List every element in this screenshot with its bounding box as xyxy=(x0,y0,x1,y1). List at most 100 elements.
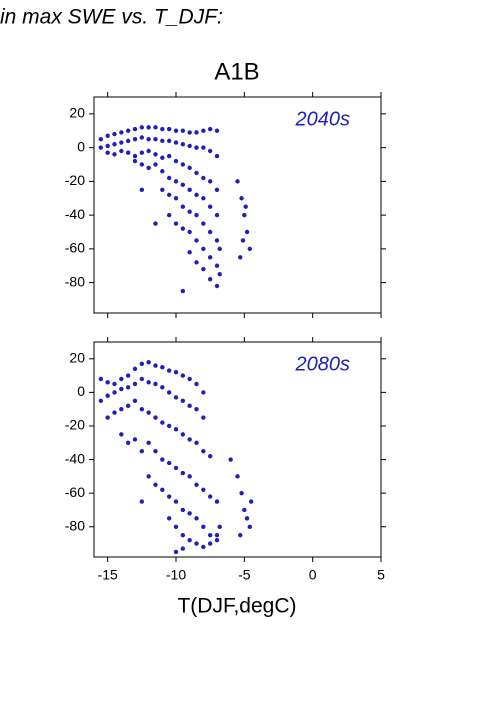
point xyxy=(248,499,254,504)
point xyxy=(153,381,158,387)
point xyxy=(125,385,131,390)
point xyxy=(146,125,151,130)
point xyxy=(173,465,179,471)
point xyxy=(214,187,220,193)
point xyxy=(173,549,179,555)
x-axis-label: T(DJF,degC) xyxy=(177,595,296,618)
point xyxy=(235,179,240,184)
point xyxy=(244,229,250,235)
point xyxy=(180,162,186,167)
point xyxy=(153,152,158,157)
point xyxy=(166,175,172,181)
point xyxy=(125,373,131,378)
point xyxy=(125,403,131,409)
point xyxy=(207,148,213,154)
point xyxy=(187,474,192,479)
point xyxy=(187,538,192,543)
y-tick-label: -60 xyxy=(65,240,85,256)
point xyxy=(166,390,172,395)
point xyxy=(239,196,244,201)
point xyxy=(160,126,165,132)
annotation: 2040s xyxy=(295,108,351,130)
point xyxy=(194,381,199,387)
point xyxy=(105,415,110,420)
point xyxy=(187,403,192,409)
point xyxy=(146,359,151,365)
y-tick-label: -20 xyxy=(65,417,85,433)
point xyxy=(160,364,165,370)
point xyxy=(187,376,192,382)
point xyxy=(166,494,172,499)
point xyxy=(139,125,145,130)
point xyxy=(160,138,165,144)
point xyxy=(180,507,186,513)
point xyxy=(194,482,199,487)
point xyxy=(201,524,206,529)
point xyxy=(180,532,186,538)
point xyxy=(194,516,199,521)
point xyxy=(187,209,192,214)
point xyxy=(146,410,151,415)
point xyxy=(194,406,199,412)
point xyxy=(98,145,104,150)
x-tick-label: 5 xyxy=(377,567,385,583)
point xyxy=(201,175,206,181)
point xyxy=(173,158,179,164)
point xyxy=(125,440,131,445)
point xyxy=(112,410,117,415)
point xyxy=(132,158,138,164)
y-tick-label: -20 xyxy=(65,172,85,188)
point xyxy=(244,516,250,521)
point xyxy=(187,229,192,235)
point xyxy=(187,187,192,193)
point xyxy=(243,204,248,209)
point xyxy=(132,366,138,372)
point xyxy=(217,246,222,252)
point xyxy=(112,381,117,387)
point xyxy=(139,448,145,454)
point xyxy=(207,541,213,546)
point xyxy=(166,516,172,521)
point xyxy=(166,192,172,198)
point xyxy=(247,524,252,529)
point xyxy=(146,380,151,385)
point xyxy=(139,135,145,140)
point xyxy=(242,507,247,513)
y-tick-label: -40 xyxy=(65,450,85,466)
point xyxy=(207,454,213,459)
point xyxy=(153,136,158,142)
point xyxy=(180,128,186,133)
point xyxy=(160,187,165,193)
point xyxy=(180,142,186,147)
annotation: 2080s xyxy=(295,353,351,375)
point xyxy=(180,398,186,403)
point xyxy=(132,136,138,142)
point xyxy=(194,238,199,243)
x-tick-label: -15 xyxy=(98,567,118,583)
point xyxy=(207,229,213,235)
point xyxy=(201,246,206,252)
point xyxy=(112,131,117,137)
point xyxy=(139,150,145,155)
point xyxy=(125,128,131,133)
point xyxy=(180,226,186,231)
point xyxy=(214,538,220,543)
point xyxy=(173,221,179,226)
point xyxy=(146,440,151,445)
y-tick-label: -80 xyxy=(65,273,85,289)
point xyxy=(214,263,220,268)
point xyxy=(235,474,240,479)
point xyxy=(119,432,124,437)
y-tick-label: 0 xyxy=(77,383,85,399)
point xyxy=(180,288,186,294)
point xyxy=(105,133,110,139)
point xyxy=(242,212,247,218)
point xyxy=(173,196,179,201)
point xyxy=(119,406,124,412)
point xyxy=(173,427,179,432)
point xyxy=(217,271,222,277)
point xyxy=(194,212,199,218)
point xyxy=(112,142,117,147)
point xyxy=(119,148,124,154)
point xyxy=(139,376,145,382)
